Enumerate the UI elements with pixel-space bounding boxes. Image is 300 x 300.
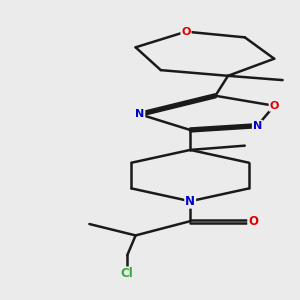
Text: O: O: [248, 215, 258, 228]
Text: Cl: Cl: [121, 267, 134, 280]
Text: N: N: [253, 121, 262, 131]
Text: O: O: [269, 101, 279, 111]
Text: O: O: [181, 27, 191, 37]
Text: N: N: [135, 109, 144, 119]
Text: N: N: [185, 195, 195, 208]
